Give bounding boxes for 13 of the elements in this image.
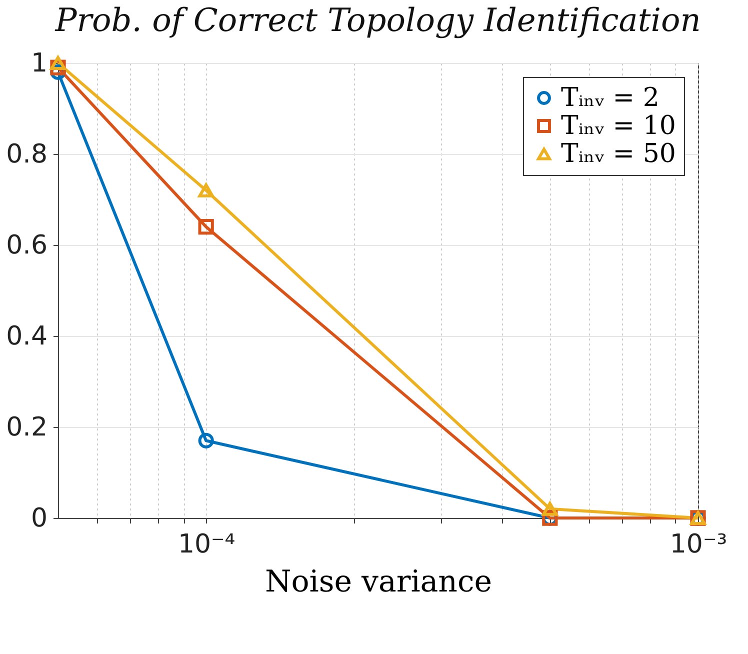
legend-label: Tᵢₙᵥ = 2	[561, 83, 660, 113]
y-tick-label: 0	[30, 504, 48, 534]
y-tick-label: 0.8	[6, 140, 48, 170]
y-tick-label: 1	[30, 48, 48, 78]
legend-label: Tᵢₙᵥ = 10	[561, 111, 676, 141]
x-tick-label: 10⁻³	[670, 530, 728, 560]
x-axis-title: Noise variance	[264, 564, 492, 600]
legend-label: Tᵢₙᵥ = 50	[561, 139, 676, 169]
y-tick-label: 0.4	[6, 322, 48, 352]
y-tick-label: 0.6	[6, 230, 48, 260]
chart-title: Prob. of Correct Topology Identification	[54, 1, 701, 39]
y-tick-label: 0.2	[6, 412, 48, 442]
x-tick-label: 10⁻⁴	[178, 530, 236, 560]
